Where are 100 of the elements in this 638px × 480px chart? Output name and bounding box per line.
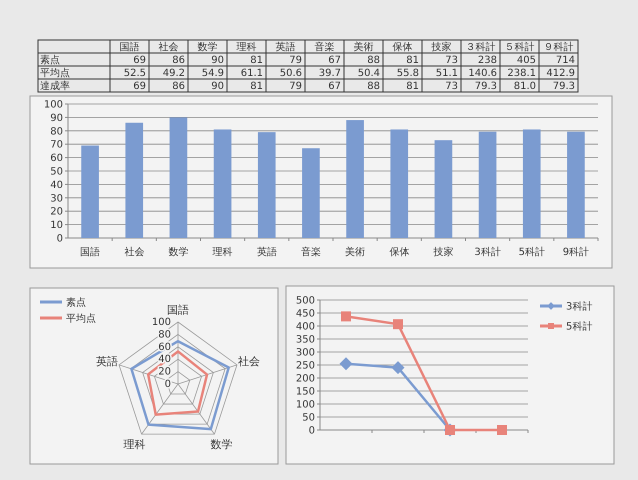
x-tick-label: 音楽: [300, 246, 321, 258]
y-tick-label: 0: [164, 379, 171, 390]
category-label: ９科計: [544, 41, 574, 53]
text: 49.2: [162, 68, 185, 79]
y-tick-label: 40: [50, 180, 63, 191]
category-label: 英語: [276, 41, 296, 53]
point: [340, 357, 352, 370]
y-tick-label: 300: [296, 348, 315, 358]
y-tick-label: 350: [296, 334, 315, 346]
y-tick-label: 20: [50, 206, 63, 218]
category-label: 素点: [40, 55, 60, 66]
x-tick-label: 9科計: [562, 246, 590, 258]
text: 81: [406, 81, 419, 92]
text: 79.3: [552, 81, 575, 92]
text: 73: [445, 81, 458, 92]
bar: [81, 146, 99, 238]
text: 69: [133, 55, 146, 66]
x-tick-label: 保体: [389, 246, 410, 258]
x-tick-label: 数学: [168, 246, 188, 258]
x-tick-label: 美術: [345, 246, 366, 258]
y-tick-label: 0: [308, 426, 315, 436]
text: 238.1: [507, 68, 536, 79]
text: 412.9: [546, 68, 575, 79]
text: 88: [367, 81, 380, 92]
text: 67: [328, 55, 341, 66]
text: 52.5: [124, 68, 146, 79]
spoke-label: 英語: [96, 355, 118, 368]
y-tick-label: 60: [50, 153, 63, 164]
text: 54.9: [202, 68, 224, 79]
category-label: ５科計: [504, 41, 534, 53]
text: 405: [516, 55, 536, 66]
y-tick-label: 20: [158, 366, 171, 378]
y-tick-label: 30: [50, 193, 63, 204]
text: 50.6: [280, 68, 302, 79]
text: 714: [556, 55, 575, 66]
text: 81.0: [514, 81, 536, 92]
legend-label: 3科計: [566, 300, 592, 312]
bar: [170, 117, 188, 238]
x-tick-label: 社会: [124, 246, 144, 258]
y-tick-label: 400: [296, 322, 315, 332]
text: 67: [328, 81, 341, 92]
y-tick-label: 500: [296, 296, 315, 306]
category-label: 国語: [120, 41, 140, 53]
y-tick-label: 150: [296, 386, 315, 398]
bar: [522, 129, 541, 238]
text: 90: [211, 81, 224, 92]
y-tick-label: 100: [296, 400, 315, 410]
text: 90: [211, 55, 224, 66]
text: 86: [172, 55, 185, 66]
x-tick-label: 5科計: [518, 246, 545, 258]
bar: [434, 140, 452, 238]
y-tick-label: 80: [158, 329, 171, 340]
bar: [567, 132, 585, 238]
text: 88: [367, 55, 380, 66]
bar: [390, 129, 408, 238]
text: 55.8: [396, 68, 419, 79]
bar: [478, 132, 496, 238]
category-label: 技家: [430, 41, 452, 53]
x-tick-label: 3科計: [474, 246, 501, 258]
x-tick-label: 英語: [256, 246, 277, 258]
text: 86: [172, 81, 185, 92]
bar: [214, 129, 232, 238]
category-label: 音楽: [314, 41, 334, 53]
y-tick-label: 450: [296, 308, 315, 320]
y-tick-label: 0: [56, 234, 63, 244]
category-label: 美術: [354, 41, 374, 53]
y-tick-label: 50: [302, 412, 315, 424]
spoke-label: 社会: [238, 355, 260, 368]
point: [341, 311, 351, 322]
category-label: 保体: [392, 41, 412, 53]
text: 238: [478, 55, 497, 66]
y-tick-label: 200: [296, 374, 315, 384]
y-tick-label: 50: [50, 166, 63, 178]
text: 81: [250, 81, 263, 92]
text: 81: [406, 55, 419, 66]
y-tick-label: 100: [152, 317, 171, 328]
x-tick-label: 国語: [80, 246, 100, 258]
legend-label: 5科計: [566, 320, 592, 332]
text: 81: [250, 55, 263, 66]
bar: [258, 132, 276, 238]
y-tick-label: 250: [296, 360, 315, 372]
y-tick-label: 70: [50, 140, 63, 151]
legend-label: 素点: [66, 296, 86, 308]
x-tick-label: 技家: [432, 246, 454, 258]
text: 73: [445, 55, 458, 66]
y-tick-label: 60: [158, 342, 171, 353]
category-label: 理科: [236, 41, 256, 53]
bar: [302, 148, 320, 238]
text: 79.3: [474, 81, 497, 92]
legend-label: 平均点: [66, 312, 96, 324]
y-tick-label: 10: [50, 220, 63, 232]
text: 39.7: [318, 68, 341, 79]
y-tick-label: 100: [44, 100, 63, 110]
point: [393, 319, 403, 330]
category-label: 達成率: [40, 81, 70, 92]
text: 69: [133, 81, 146, 92]
y-tick-label: 90: [50, 112, 63, 124]
category-label: 平均点: [40, 68, 70, 79]
point: [497, 425, 507, 435]
text: 79: [289, 55, 302, 66]
